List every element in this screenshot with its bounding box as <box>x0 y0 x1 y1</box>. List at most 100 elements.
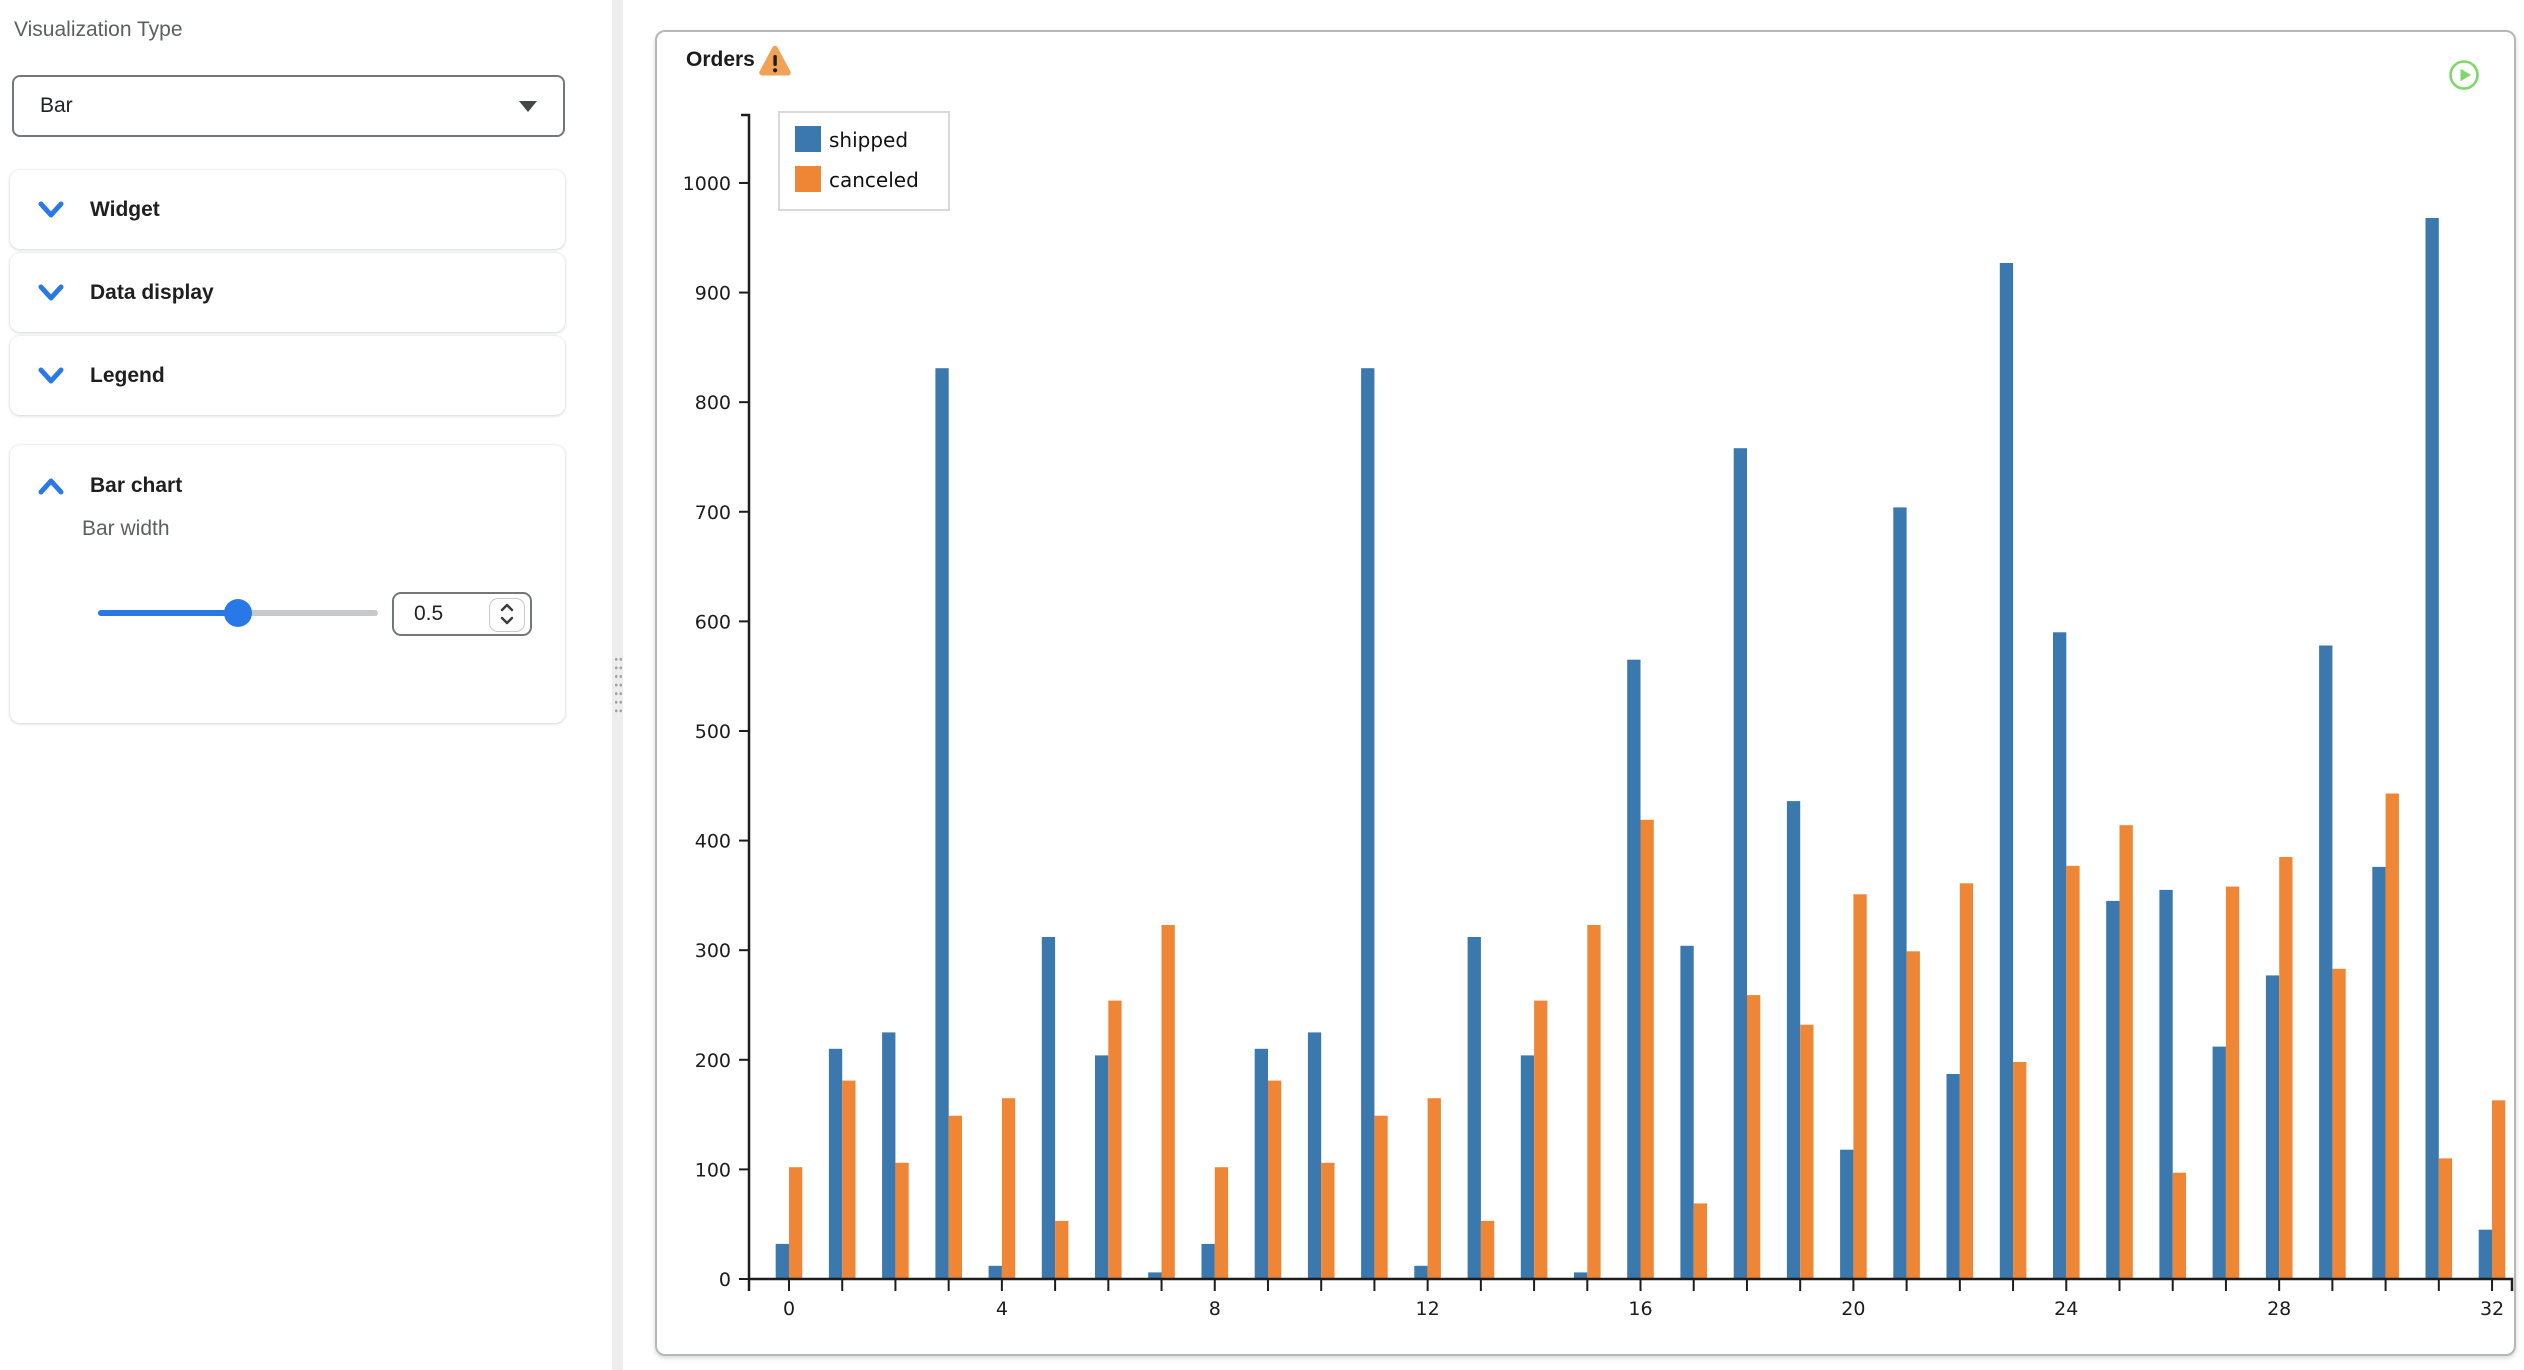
bar-canceled-9 <box>1268 1080 1282 1279</box>
bar-canceled-11 <box>1374 1115 1388 1279</box>
bar-width-input[interactable]: 0.5 <box>392 592 532 636</box>
bar-shipped-18 <box>1733 448 1747 1279</box>
y-tick-label: 800 <box>695 392 731 414</box>
bar-canceled-13 <box>1480 1220 1495 1279</box>
bar-width-value: 0.5 <box>414 602 444 625</box>
bar-shipped-25 <box>2106 900 2120 1279</box>
bar-canceled-6 <box>1108 1000 1122 1279</box>
visualization-type-value: Bar <box>40 94 73 117</box>
bar-shipped-32 <box>2478 1229 2492 1279</box>
bar-canceled-32 <box>2492 1100 2506 1279</box>
y-tick-label: 100 <box>695 1159 731 1181</box>
x-tick-label: 16 <box>1628 1298 1652 1320</box>
y-tick-label: 700 <box>695 502 731 524</box>
y-tick-label: 300 <box>695 940 731 962</box>
y-tick-label: 0 <box>719 1269 731 1291</box>
config-sidebar: Visualization Type Bar Widget Data displ… <box>0 0 612 1370</box>
bar-shipped-13 <box>1467 937 1481 1279</box>
panel-splitter[interactable] <box>612 0 623 1370</box>
bar-shipped-10 <box>1307 1032 1322 1279</box>
bar-shipped-5 <box>1041 937 1056 1279</box>
y-tick-label: 400 <box>695 831 731 853</box>
x-tick-label: 0 <box>783 1298 795 1320</box>
bar-canceled-21 <box>1906 951 1920 1279</box>
bar-shipped-12 <box>1414 1265 1428 1279</box>
bar-chart: 0 100 200 300 400 500 600 700 800 900 1000 0 4 8 12 16 2… <box>683 111 2514 1320</box>
bar-shipped-31 <box>2425 218 2439 1279</box>
bar-shipped-20 <box>1840 1149 1854 1279</box>
x-tick-label: 8 <box>1209 1298 1221 1320</box>
bar-canceled-4 <box>1001 1098 1016 1279</box>
section-card-bar-chart: Bar chart Bar width 0.5 <box>10 445 565 723</box>
section-header-data-display[interactable]: Data display <box>10 253 565 332</box>
section-label: Bar chart <box>90 474 183 497</box>
section-card-data-display: Data display <box>10 253 565 332</box>
x-tick-label: 28 <box>2267 1298 2291 1320</box>
drag-handle-dots-icon[interactable] <box>613 655 622 717</box>
bar-width-slider[interactable] <box>98 599 378 627</box>
legend-label-canceled: canceled <box>829 168 919 192</box>
warning-icon[interactable] <box>757 44 793 78</box>
y-tick-label: 200 <box>695 1050 731 1072</box>
visualization-type-select[interactable]: Bar <box>12 75 565 137</box>
section-card-widget: Widget <box>10 170 565 249</box>
play-button[interactable] <box>2448 59 2480 91</box>
number-stepper[interactable] <box>489 598 525 632</box>
x-tick-label: 32 <box>2480 1298 2504 1320</box>
y-tick-label: 1000 <box>683 173 731 195</box>
bar-canceled-30 <box>2385 793 2399 1279</box>
bar-canceled-0 <box>789 1167 803 1279</box>
bar-canceled-24 <box>2066 865 2080 1279</box>
panel-title: Orders <box>686 48 755 71</box>
bar-shipped-6 <box>1095 1055 1109 1279</box>
dropdown-caret-icon <box>519 101 537 112</box>
bar-shipped-22 <box>1946 1074 1960 1279</box>
bar-shipped-16 <box>1627 659 1641 1279</box>
bar-shipped-4 <box>988 1265 1002 1279</box>
bar-canceled-26 <box>2172 1172 2186 1279</box>
legend-swatch-shipped <box>795 126 821 152</box>
section-header-bar-chart[interactable]: Bar chart <box>10 461 565 511</box>
section-header-legend[interactable]: Legend <box>10 336 565 415</box>
x-tick-label: 4 <box>996 1298 1008 1320</box>
bar-canceled-28 <box>2279 857 2293 1279</box>
bar-width-label: Bar width <box>82 517 170 540</box>
legend-label-shipped: shipped <box>829 128 908 152</box>
bar-canceled-12 <box>1427 1098 1441 1279</box>
bar-canceled-5 <box>1055 1220 1069 1279</box>
bar-canceled-3 <box>948 1115 962 1279</box>
bar-canceled-16 <box>1640 819 1654 1279</box>
bar-shipped-0 <box>775 1243 789 1279</box>
y-tick-label: 900 <box>695 283 731 305</box>
slider-handle[interactable] <box>224 599 252 627</box>
y-tick-label: 500 <box>695 721 731 743</box>
bar-shipped-19 <box>1786 801 1801 1279</box>
section-label: Data display <box>90 280 214 304</box>
bar-shipped-7 <box>1148 1272 1162 1279</box>
chevron-up-icon <box>36 475 66 497</box>
section-label: Widget <box>90 197 160 221</box>
bar-canceled-8 <box>1214 1167 1229 1279</box>
bar-shipped-30 <box>2372 866 2386 1279</box>
bar-shipped-21 <box>1893 507 1907 1279</box>
bar-shipped-26 <box>2159 889 2173 1279</box>
section-header-widget[interactable]: Widget <box>10 170 565 249</box>
bar-shipped-14 <box>1520 1055 1535 1279</box>
chevron-down-icon <box>36 282 66 304</box>
visualization-type-label: Visualization Type <box>14 18 183 41</box>
bar-canceled-15 <box>1587 925 1601 1279</box>
bar-shipped-27 <box>2212 1046 2226 1279</box>
chart-panel: 0 100 200 300 400 500 600 700 800 900 1000 0 4 8 12 16 2… <box>655 30 2516 1356</box>
chevron-down-icon <box>36 199 66 221</box>
bar-shipped-23 <box>1999 263 2014 1279</box>
bar-shipped-29 <box>2319 645 2333 1279</box>
bar-shipped-17 <box>1680 945 1694 1279</box>
bar-canceled-31 <box>2438 1158 2453 1279</box>
slider-fill <box>98 610 238 616</box>
bar-shipped-15 <box>1574 1272 1588 1279</box>
bar-canceled-18 <box>1747 995 1761 1279</box>
bar-shipped-1 <box>828 1048 843 1279</box>
bar-canceled-1 <box>842 1080 856 1279</box>
legend-swatch-canceled <box>795 166 821 192</box>
bar-shipped-28 <box>2265 975 2280 1279</box>
